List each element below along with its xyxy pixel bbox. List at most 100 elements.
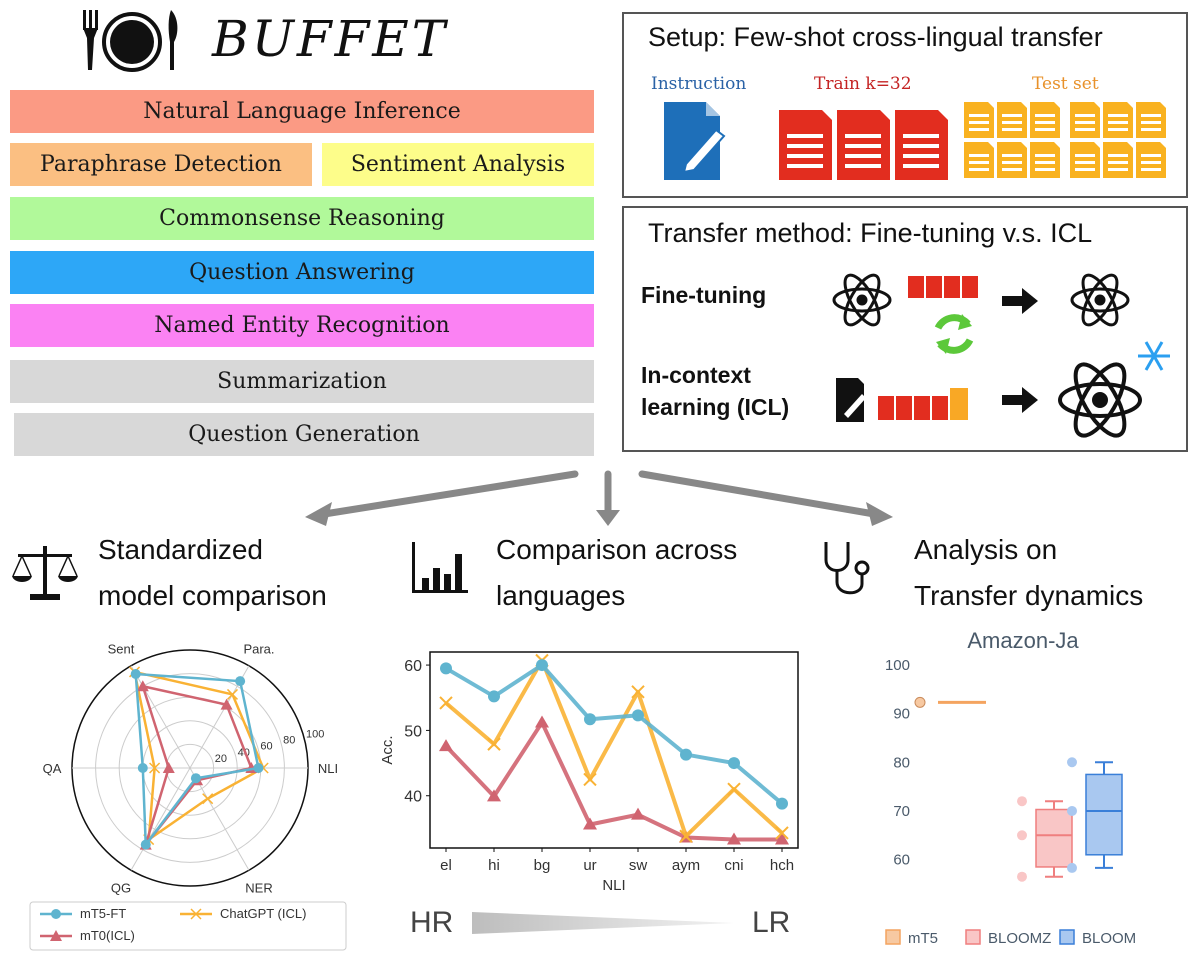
doc-line: [1035, 128, 1055, 131]
stethoscope-icon: [824, 542, 870, 595]
train-doc-icon: [895, 110, 948, 180]
scale-icon: [12, 546, 78, 600]
radar-point: [235, 676, 246, 687]
doc-line: [1108, 121, 1128, 124]
task-summarization: Summarization: [10, 360, 594, 403]
x-axis-label: NLI: [602, 877, 625, 894]
data-point: [1017, 871, 1027, 882]
doc-line: [1141, 154, 1161, 157]
instruction-doc-small-icon: [836, 378, 866, 422]
box-legend: mT5 BLOOMZ BLOOM: [885, 929, 1136, 947]
task-label: Question Generation: [188, 422, 420, 447]
test-doc-icon: [964, 102, 994, 138]
test-doc-icon: [1070, 102, 1100, 138]
doc-line: [1035, 168, 1055, 171]
setup-icons: [664, 102, 1166, 180]
test-set-label: Test set: [1032, 74, 1099, 94]
legend-marker: [51, 909, 61, 919]
instruction-doc-icon: [664, 102, 726, 180]
x-tick-label: bg: [534, 857, 551, 874]
section1-title-line2: model comparison: [98, 580, 327, 611]
transfer-title: Transfer method: Fine-tuning v.s. ICL: [648, 218, 1093, 248]
doc-line: [1141, 128, 1161, 131]
data-point: [631, 807, 645, 820]
data-point: [440, 662, 452, 675]
box-bloom: [1067, 757, 1123, 873]
atom-icon: [1070, 273, 1130, 327]
hr-label: HR: [410, 906, 454, 939]
legend-label: mT0(ICL): [80, 928, 135, 943]
hr-lr-gradient: [472, 912, 734, 934]
doc-line: [1075, 128, 1095, 131]
transfer-box: Transfer method: Fine-tuning v.s. ICL Fi…: [622, 206, 1188, 452]
data-point: [1017, 830, 1027, 841]
x-tick-label: sw: [629, 857, 648, 874]
doc-line: [1108, 114, 1128, 117]
data-point: [775, 826, 789, 840]
radar-point: [253, 763, 264, 773]
doc-line: [1035, 154, 1055, 157]
train-doc-icon: [837, 110, 890, 180]
line-chart: 40 50 60 el hi bg ur sw aym cni hch NLI Acc.: [379, 651, 799, 894]
doc-line: [1035, 121, 1055, 124]
data-point: [914, 696, 926, 708]
data-point: [536, 659, 548, 672]
radar-tick-label: 60: [260, 741, 272, 753]
section2-title-line2: languages: [496, 580, 626, 611]
setup-box: Setup: Few-shot cross-lingual transfer I…: [622, 12, 1188, 198]
x-tick-label: hi: [488, 857, 500, 874]
radar-axis-label: NER: [245, 881, 272, 896]
data-point: [1067, 757, 1077, 768]
section3-title-line1: Analysis on: [914, 534, 1058, 565]
task-commonsense: Commonsense Reasoning: [10, 197, 594, 240]
data-point: [775, 832, 789, 845]
legend-label: mT5-FT: [80, 906, 126, 921]
data-point: [680, 748, 692, 761]
atom-icon: [1058, 362, 1142, 438]
plate-icon: [75, 8, 190, 72]
data-point: [439, 739, 453, 752]
doc-line: [1002, 168, 1022, 171]
radar-tick-label: 80: [283, 735, 295, 747]
doc-line: [969, 114, 989, 117]
test-doc-icon: [1103, 102, 1133, 138]
radar-point: [220, 698, 233, 710]
radar-tick-label: 100: [306, 728, 324, 740]
train-label: Train k=32: [814, 74, 912, 94]
legend-label: BLOOM: [1082, 930, 1136, 947]
series-line: [444, 720, 782, 842]
plot-frame: [429, 651, 799, 849]
doc-line: [1075, 168, 1095, 171]
data-point: [487, 737, 501, 751]
doc-line: [1075, 154, 1095, 157]
task-sentiment: Sentiment Analysis: [322, 143, 594, 186]
test-doc-icon: [1070, 142, 1100, 178]
data-point: [1017, 796, 1027, 807]
radar-point: [190, 773, 201, 784]
instruction-label: Instruction: [651, 74, 747, 94]
data-point: [776, 797, 788, 810]
doc-line: [1108, 128, 1128, 131]
doc-line: [1035, 161, 1055, 164]
x-tick-label: ur: [583, 857, 596, 874]
task-ner: Named Entity Recognition: [10, 304, 594, 347]
task-paraphrase: Paraphrase Detection: [10, 143, 312, 186]
finetune-label: Fine-tuning: [641, 282, 767, 308]
box-bloomz: [1017, 796, 1073, 882]
task-label: Commonsense Reasoning: [159, 206, 445, 231]
data-point: [728, 757, 740, 770]
data-point: [1067, 805, 1077, 816]
doc-line: [1108, 161, 1128, 164]
task-label: Question Answering: [189, 260, 415, 285]
task-question-generation: Question Generation: [14, 413, 594, 456]
test-doc-icon: [1030, 142, 1060, 178]
data-point: [535, 715, 549, 728]
radar-axis-label: NLI: [318, 761, 338, 776]
doc-line: [1002, 128, 1022, 131]
test-doc-icon: [1136, 102, 1166, 138]
radar-legend: mT5-FT ChatGPT (ICL) mT0(ICL): [29, 901, 347, 951]
radar-grid-spoke: [130, 665, 191, 769]
radar-point: [162, 762, 175, 773]
task-label: Paraphrase Detection: [40, 152, 282, 177]
